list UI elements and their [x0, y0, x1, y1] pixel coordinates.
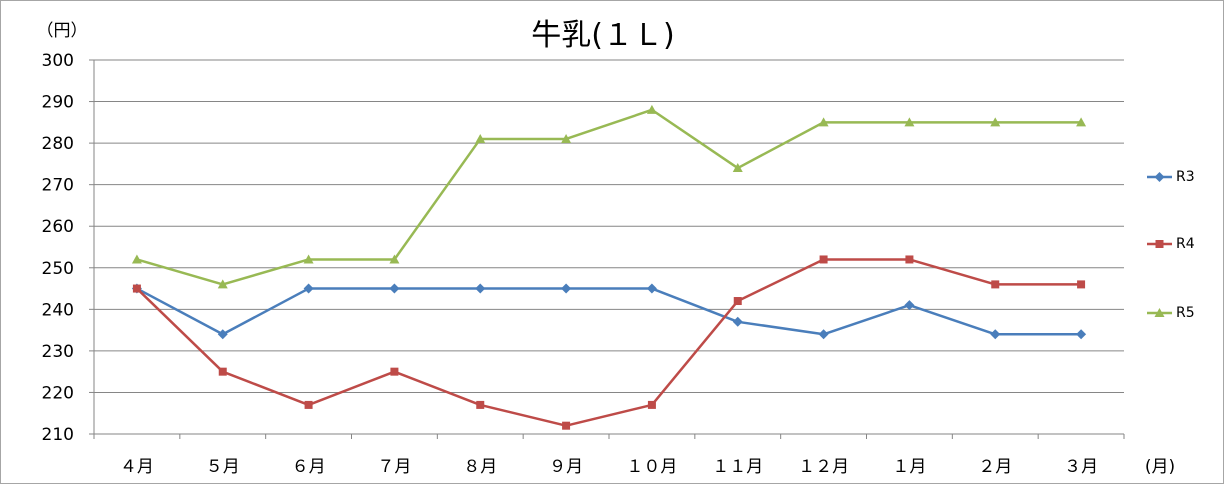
series-line-r5 — [136, 108, 1082, 286]
data-point-r3 — [732, 316, 743, 327]
data-point-r4 — [1077, 280, 1086, 289]
data-point-r5 — [646, 104, 657, 114]
x-tick-label: ９月 — [549, 457, 583, 477]
x-tick-label: ６月 — [292, 457, 326, 477]
data-point-r4 — [647, 400, 656, 409]
data-point-r3 — [818, 329, 829, 340]
data-point-r4 — [562, 421, 571, 430]
data-point-r4 — [819, 255, 828, 264]
legend-label-r4: R4 — [1176, 236, 1195, 252]
data-point-r4 — [218, 367, 227, 376]
data-point-r5 — [475, 133, 486, 143]
data-point-r4 — [991, 280, 1000, 289]
data-point-r4 — [390, 367, 399, 376]
data-point-r5 — [217, 279, 228, 289]
data-point-r5 — [1076, 117, 1087, 127]
y-tick-label: 290 — [42, 93, 74, 113]
data-point-r3 — [1076, 329, 1087, 340]
y-tick-label: 210 — [42, 425, 74, 445]
data-point-r4 — [476, 400, 485, 409]
legend-label-r5: R5 — [1176, 305, 1195, 321]
data-point-r4 — [905, 255, 914, 264]
y-tick-label: 280 — [42, 134, 74, 154]
x-tick-label: １月 — [892, 457, 926, 477]
data-point-r5 — [904, 117, 915, 127]
data-point-r4 — [733, 297, 742, 306]
legend-marker-r4 — [1155, 240, 1164, 248]
y-tick-label: 240 — [42, 300, 74, 320]
data-point-r5 — [561, 133, 572, 143]
x-tick-label: １２月 — [798, 457, 849, 477]
data-point-r5 — [303, 254, 314, 264]
data-point-r5 — [732, 163, 743, 173]
axes — [89, 59, 1125, 439]
x-tick-label: １０月 — [626, 457, 677, 477]
data-point-r5 — [389, 254, 400, 264]
gridlines — [94, 59, 1124, 393]
series-lines — [131, 104, 1087, 430]
y-tick-label: 260 — [42, 217, 74, 237]
chart-title: 牛乳(１Ｌ) — [531, 18, 674, 53]
data-point-r3 — [475, 283, 486, 294]
y-tick-label: 220 — [42, 383, 74, 403]
data-point-r5 — [818, 117, 829, 127]
y-tick-label: 250 — [42, 259, 74, 279]
data-point-r5 — [990, 117, 1001, 127]
data-point-r3 — [303, 283, 314, 294]
data-point-r4 — [304, 400, 313, 409]
y-tick-label: 270 — [42, 176, 74, 196]
data-point-r3 — [561, 283, 572, 294]
legend: R3 R4 R5 — [1147, 169, 1195, 321]
y-tick-label: 300 — [42, 51, 74, 71]
data-point-r3 — [990, 329, 1001, 340]
x-tick-label: ３月 — [1064, 457, 1098, 477]
x-tick-labels: ４月 ５月 ６月 ７月 ８月 ９月 １０月 １１月 １２月 １月 ２月 ３月 — [120, 457, 1098, 477]
x-tick-label: １１月 — [712, 457, 763, 477]
x-tick-label: ７月 — [377, 457, 411, 477]
y-tick-label: 230 — [42, 342, 74, 362]
legend-marker-r5 — [1154, 308, 1165, 317]
series-line-r3 — [136, 287, 1082, 336]
data-point-r5 — [131, 254, 142, 264]
x-axis-unit-label: (月) — [1145, 457, 1175, 477]
data-point-r3 — [904, 300, 915, 311]
data-point-r3 — [646, 283, 657, 294]
series-line-r4 — [136, 258, 1082, 427]
x-tick-label: ４月 — [120, 457, 154, 477]
legend-marker-r3 — [1154, 172, 1165, 182]
x-tick-label: ２月 — [978, 457, 1012, 477]
data-point-r4 — [132, 284, 141, 293]
data-point-r3 — [389, 283, 400, 294]
x-tick-label: ８月 — [463, 457, 497, 477]
y-tick-labels: 210 220 230 240 250 260 270 280 290 300 — [42, 51, 74, 445]
data-point-r3 — [217, 329, 228, 340]
x-tick-label: ５月 — [206, 457, 240, 477]
legend-label-r3: R3 — [1176, 169, 1195, 185]
y-axis-unit-label: （円） — [37, 21, 88, 41]
